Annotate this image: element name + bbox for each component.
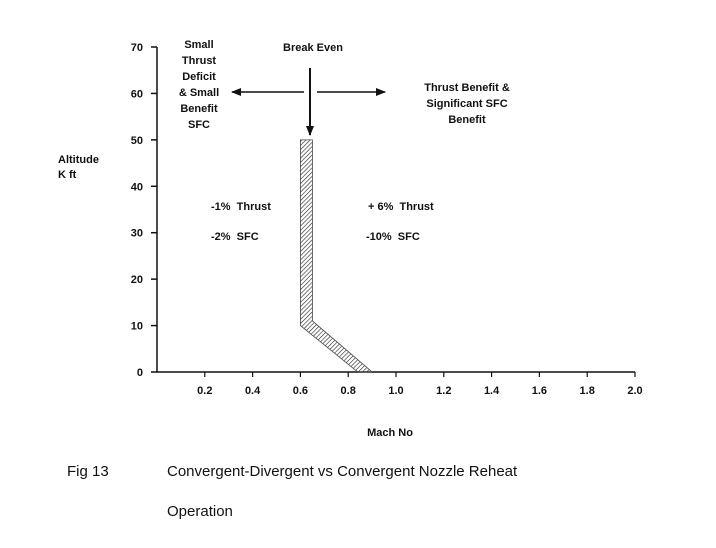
x-tick-label: 0.4 bbox=[245, 385, 261, 397]
left-region-line: Small bbox=[184, 39, 213, 51]
left-region-line: & Small bbox=[179, 87, 219, 99]
right-sfc-annotation: -10% SFC bbox=[366, 231, 420, 243]
left-region-annotation: Small Thrust Deficit & Small Benefit SFC bbox=[179, 39, 219, 131]
y-tick-label: 60 bbox=[131, 88, 143, 100]
right-region-line: Significant SFC bbox=[426, 98, 507, 110]
x-tick-label: 0.8 bbox=[341, 385, 356, 397]
right-thrust-annotation: + 6% Thrust bbox=[368, 201, 434, 213]
left-region-line: Thrust bbox=[182, 55, 217, 67]
x-tick-label: 2.0 bbox=[627, 385, 642, 397]
x-tick-label: 0.2 bbox=[197, 385, 212, 397]
left-region-line: SFC bbox=[188, 119, 210, 131]
y-tick-label: 20 bbox=[131, 274, 143, 286]
y-tick-label: 30 bbox=[131, 228, 143, 240]
figure-number: Fig 13 bbox=[67, 463, 109, 480]
right-region-line: Benefit bbox=[448, 114, 486, 126]
left-region-line: Deficit bbox=[182, 71, 216, 83]
right-region-line: Thrust Benefit & bbox=[424, 82, 510, 94]
right-region-annotation: Thrust Benefit & Significant SFC Benefit bbox=[424, 82, 510, 126]
break-even-label: Break Even bbox=[283, 42, 343, 54]
y-axis-label-line1: Altitude bbox=[58, 154, 99, 166]
left-region-line: Benefit bbox=[180, 103, 218, 115]
x-tick-label: 1.2 bbox=[436, 385, 451, 397]
y-axis-label-line2: K ft bbox=[58, 169, 77, 181]
x-axis-ticks: 0.2 0.4 0.6 0.8 1.0 1.2 1.4 1.6 1.8 2.0 bbox=[197, 372, 643, 397]
y-tick-label: 0 bbox=[137, 367, 143, 379]
chart-svg: 0 10 20 30 40 50 60 70 0.2 0.4 0.6 0.8 1.0 1.2 1.4 1.6… bbox=[58, 39, 643, 439]
x-tick-label: 0.6 bbox=[293, 385, 308, 397]
y-tick-label: 40 bbox=[131, 181, 143, 193]
left-thrust-annotation: -1% Thrust bbox=[211, 201, 271, 213]
x-tick-label: 1.4 bbox=[484, 385, 500, 397]
y-tick-label: 10 bbox=[131, 321, 143, 333]
left-sfc-annotation: -2% SFC bbox=[211, 231, 259, 243]
x-tick-label: 1.0 bbox=[388, 385, 403, 397]
break-even-band bbox=[300, 139, 374, 373]
x-tick-label: 1.6 bbox=[532, 385, 547, 397]
figure-title: Convergent-Divergent vs Convergent Nozzl… bbox=[167, 463, 518, 480]
x-tick-label: 1.8 bbox=[580, 385, 595, 397]
y-tick-label: 50 bbox=[131, 135, 143, 147]
x-axis-label: Mach No bbox=[367, 427, 413, 439]
figure-title-continued: Operation bbox=[167, 503, 233, 520]
y-tick-label: 70 bbox=[131, 42, 143, 54]
y-axis-ticks: 0 10 20 30 40 50 60 70 bbox=[131, 42, 157, 379]
